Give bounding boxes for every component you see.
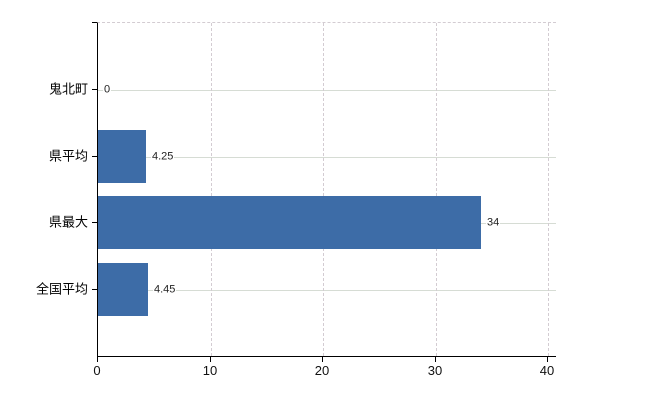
category-tick (92, 156, 97, 157)
vertical-gridline (323, 23, 324, 356)
vertical-gridline (211, 23, 212, 356)
plot-area: 0 4.25 34 4.45 (97, 22, 556, 357)
value-tick-label: 20 (314, 363, 330, 378)
category-label: 鬼北町 (48, 81, 88, 97)
category-tick (92, 89, 97, 90)
value-tick (97, 356, 98, 362)
value-tick (210, 356, 211, 362)
value-tick-label: 0 (93, 363, 101, 378)
horizontal-gridline (98, 90, 556, 91)
category-label: 全国平均 (35, 281, 88, 297)
bar-value-label: 4.25 (151, 150, 175, 164)
bar (98, 130, 146, 183)
category-tick (92, 289, 97, 290)
vertical-gridline (548, 23, 549, 356)
value-tick (322, 356, 323, 362)
category-label: 県平均 (48, 148, 88, 164)
category-label: 県最大 (48, 214, 88, 230)
bar (98, 196, 481, 249)
bar-value-label: 34 (486, 216, 501, 230)
vertical-gridline (436, 23, 437, 356)
value-tick (435, 356, 436, 362)
value-tick-label: 10 (202, 363, 218, 378)
value-tick (547, 356, 548, 362)
category-tick (92, 222, 97, 223)
horizontal-gridline (98, 157, 556, 158)
axis-end-tick (92, 22, 97, 23)
horizontal-gridline (98, 290, 556, 291)
bar (98, 263, 148, 316)
bar-value-label: 0 (103, 83, 112, 97)
value-tick-label: 40 (539, 363, 555, 378)
value-tick-label: 30 (427, 363, 443, 378)
bar-value-label: 4.45 (153, 283, 177, 297)
